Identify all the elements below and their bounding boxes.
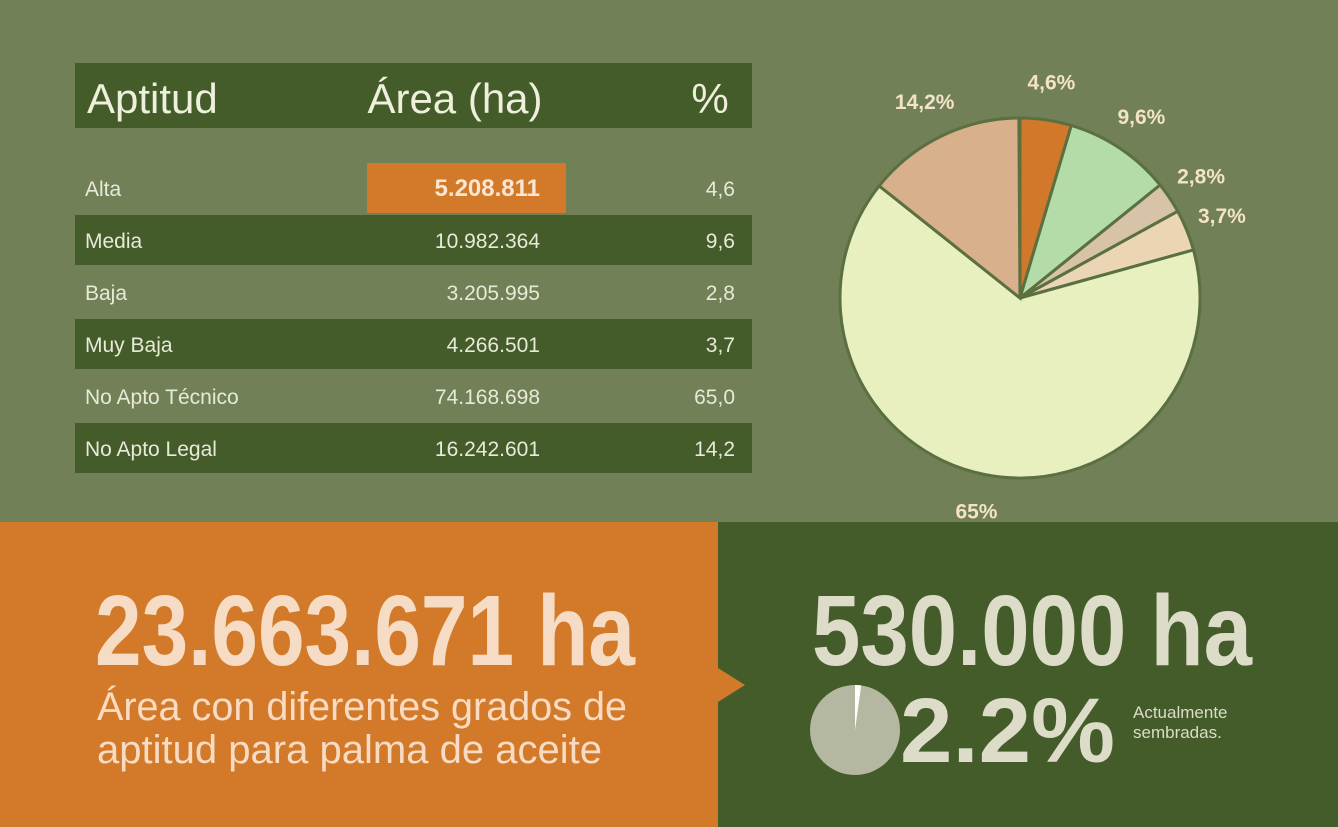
table-header-cell: Área (ha) — [367, 75, 542, 122]
pie-slice — [855, 684, 862, 730]
total-area: 23.663.671 ha — [95, 575, 636, 687]
table-cell: 10.982.364 — [435, 230, 540, 253]
table-cell: Muy Baja — [85, 334, 173, 357]
pie-chart: 4,6% 9,6% 2,8% 3,7% 65% 14,2% — [838, 71, 1246, 524]
table-cell: 9,6 — [706, 230, 735, 253]
table-cell: 2,8 — [706, 282, 735, 305]
pie-slice — [877, 116, 1022, 302]
left-panel — [0, 522, 745, 827]
table-cell: Baja — [85, 282, 127, 305]
table-cell: 65,0 — [694, 386, 735, 409]
table-cell: 3,7 — [706, 334, 735, 357]
planted-area: 530.000 ha — [812, 575, 1253, 687]
slice-label: 65% — [955, 501, 997, 524]
table-cell: 4,6 — [706, 178, 735, 201]
table-cell: 14,2 — [694, 438, 735, 461]
slice-label: 3,7% — [1198, 205, 1246, 228]
note-line: sembradas. — [1133, 723, 1222, 742]
planted-share: 2.2% — [900, 680, 1115, 782]
slice-label: 2,8% — [1177, 166, 1225, 189]
mini-pie: 2.2% — [810, 680, 1115, 782]
table-row-bg — [75, 319, 752, 369]
slice-label: 4,6% — [1027, 71, 1075, 94]
caption-line: aptitud para palma de aceite — [97, 728, 602, 772]
table-header-bg — [75, 63, 752, 128]
note-line: Actualmente — [1133, 703, 1228, 722]
table-row-bg — [75, 423, 752, 473]
table-cell: No Apto Legal — [85, 438, 217, 461]
slice-label: 9,6% — [1117, 106, 1165, 129]
caption-line: Área con diferentes grados de — [97, 684, 627, 729]
table-cell: 4.266.501 — [447, 334, 540, 357]
table-header-cell: % — [691, 75, 728, 122]
table-header-cell: Aptitud — [87, 75, 218, 122]
table-cell: 74.168.698 — [435, 386, 540, 409]
table-cell: 3.205.995 — [447, 282, 540, 305]
table-cell: Alta — [85, 178, 122, 201]
table: Aptitud Área (ha) % Alta 5.208.811 4,6 Media 10… — [75, 75, 752, 473]
pie-slice — [838, 183, 1202, 480]
table-cell: Media — [85, 230, 143, 253]
table-cell: No Apto Técnico — [85, 386, 239, 409]
highlight-cell — [367, 163, 566, 213]
pie-slice — [1017, 123, 1163, 303]
slice-label: 14,2% — [895, 91, 955, 114]
table-cell: 16.242.601 — [435, 438, 540, 461]
table-cell: 5.208.811 — [435, 175, 540, 202]
table-row-bg — [75, 215, 752, 265]
